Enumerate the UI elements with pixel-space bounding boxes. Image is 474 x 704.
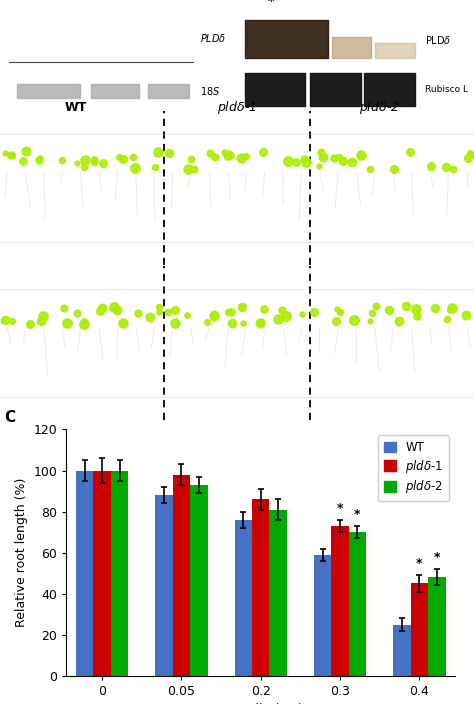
Bar (173, 474, 190, 676)
Bar (155, 495, 173, 676)
Text: $pld\delta$-1: $pld\delta$-1 (217, 99, 257, 116)
Text: C: C (4, 410, 15, 425)
Text: $PLD\delta$: $PLD\delta$ (200, 32, 226, 44)
Text: *: * (354, 508, 361, 521)
Text: $18S$: $18S$ (200, 85, 220, 97)
Legend: WT, $pld\delta$-1, $pld\delta$-2: WT, $pld\delta$-1, $pld\delta$-2 (378, 435, 449, 501)
Text: *: * (337, 502, 343, 515)
Bar (235, 520, 252, 676)
Text: WT: WT (64, 101, 87, 114)
Bar (111, 470, 128, 676)
Bar (93, 470, 111, 676)
Bar (349, 532, 366, 676)
Bar (393, 624, 410, 676)
Text: $pld\delta$-2: $pld\delta$-2 (359, 99, 400, 116)
Bar (76, 470, 93, 676)
Text: *: * (434, 551, 440, 564)
Text: PLD$\delta$: PLD$\delta$ (426, 34, 452, 46)
Bar (252, 499, 269, 676)
Bar (331, 526, 349, 676)
Bar (314, 555, 331, 676)
Bar (428, 577, 446, 676)
Text: *: * (416, 557, 423, 570)
Text: Rubisco L: Rubisco L (426, 85, 468, 94)
Bar (269, 510, 287, 676)
Text: *: * (267, 0, 274, 8)
Y-axis label: Relative root length (%): Relative root length (%) (15, 478, 28, 627)
Bar (190, 485, 208, 676)
Bar (410, 584, 428, 676)
